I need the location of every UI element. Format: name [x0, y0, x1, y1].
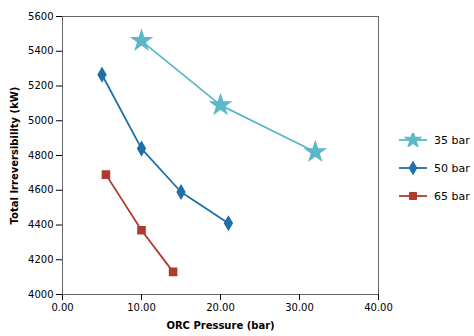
svg-text:40.00: 40.00 — [364, 302, 393, 313]
svg-text:5400: 5400 — [28, 45, 53, 56]
svg-text:5600: 5600 — [28, 11, 53, 22]
svg-text:30.00: 30.00 — [285, 302, 314, 313]
svg-text:4000: 4000 — [28, 289, 53, 300]
svg-text:5000: 5000 — [28, 115, 53, 126]
svg-text:4800: 4800 — [28, 150, 53, 161]
svg-text:ORC Pressure (bar): ORC Pressure (bar) — [166, 320, 274, 331]
html-text:65 bar: 65 bar — [434, 189, 470, 203]
svg-text:20.00: 20.00 — [206, 302, 235, 313]
html-text:50 bar: 50 bar — [434, 161, 470, 175]
html-text:35 bar: 35 bar — [434, 133, 470, 147]
svg-text:4400: 4400 — [28, 219, 53, 230]
svg-text:10.00: 10.00 — [127, 302, 156, 313]
svg-text:0.00: 0.00 — [51, 302, 73, 313]
svg-text:4600: 4600 — [28, 184, 53, 195]
svg-text:5200: 5200 — [28, 80, 53, 91]
svg-text:4200: 4200 — [28, 254, 53, 265]
svg-text:Total Irreversibility (kW): Total Irreversibility (kW) — [9, 87, 20, 225]
